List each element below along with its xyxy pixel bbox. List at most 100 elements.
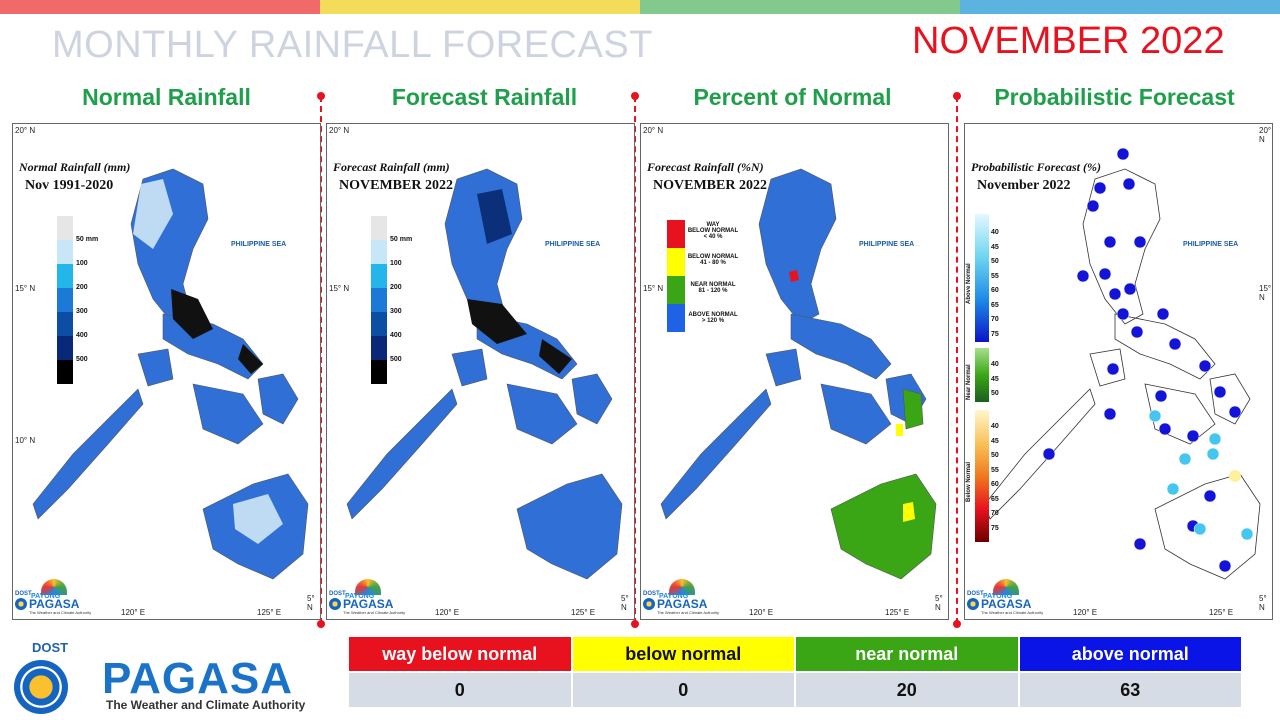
badge-payong: PAYONG: [983, 593, 1013, 600]
forecast-rainfall-map: Forecast Rainfall (mm) NOVEMBER 2022 PHI…: [326, 123, 635, 620]
samar-shape: [257, 373, 299, 425]
coord-label: 15° N: [329, 284, 350, 293]
legend-swatch-below: [667, 248, 685, 276]
map-period: NOVEMBER 2022: [339, 178, 453, 193]
logo-name: PAGASA: [102, 654, 293, 703]
pagasa-emblem-icon: [14, 660, 68, 714]
summary-value-below: 0: [570, 671, 796, 709]
badge-tagline: The Weather and Climate Authority: [343, 610, 406, 615]
pagasa-badge: PAYONG DOST PAGASA The Weather and Clima…: [967, 579, 1045, 615]
pagasa-badge: PAYONG DOST PAGASA The Weather and Clima…: [643, 579, 721, 615]
top-bar-blue: [960, 0, 1280, 14]
badge-name: PAGASA: [29, 597, 80, 611]
legend-label: 200: [390, 284, 402, 291]
coord-label: 5° N: [621, 594, 629, 612]
coord-label: 125° E: [571, 608, 596, 617]
legend-label: 50 mm: [390, 236, 413, 243]
month-title: NOVEMBER 2022: [912, 20, 1225, 62]
legend-group-title: Above Normal: [966, 263, 972, 304]
summary-label-above: above normal: [1017, 635, 1243, 673]
coord-label: 15° N: [643, 284, 664, 293]
coord-label: 120° E: [1073, 608, 1098, 617]
philippines-map: [660, 168, 937, 580]
summary-value-row: 0 0 20 63: [347, 671, 1243, 709]
legend-group-title: Below Normal: [966, 461, 972, 502]
pagasa-logo: DOST PAGASA The Weather and Climate Auth…: [10, 640, 310, 716]
umbrella-icon: [41, 579, 67, 595]
rain-legend-bar: [371, 216, 387, 384]
badge-name: PAGASA: [657, 597, 708, 611]
legend-swatch-near: [667, 276, 685, 304]
badge-dost: DOST: [15, 591, 32, 597]
badge-dost: DOST: [643, 591, 660, 597]
coord-label: 120° E: [749, 608, 774, 617]
umbrella-icon: [355, 579, 381, 595]
summary-header-row: way below normal below normal near norma…: [347, 635, 1243, 673]
prob-legend-below: [975, 410, 989, 542]
legend-label: 300: [76, 308, 88, 315]
map-caption: Probabilistic Forecast (%): [971, 160, 1101, 174]
map-caption: Forecast Rainfall (mm): [333, 160, 450, 174]
coord-label: 120° E: [435, 608, 460, 617]
coord-label: 120° E: [121, 608, 146, 617]
mindoro-shape: [137, 348, 174, 387]
legend-label: WAY BELOW NORMAL < 40 %: [687, 222, 739, 240]
badge-tagline: The Weather and Climate Authority: [657, 610, 720, 615]
coord-label: 15° N: [15, 284, 36, 293]
legend-group-title: Near Normal: [966, 364, 972, 400]
legend-label: 50 mm: [76, 236, 99, 243]
percent-of-normal-map: Forecast Rainfall (%N) NOVEMBER 2022 PHI…: [640, 123, 949, 620]
logo-dost: DOST: [32, 640, 69, 655]
sea-label: PHILIPPINE SEA: [859, 241, 915, 248]
sea-label: PHILIPPINE SEA: [1183, 241, 1239, 248]
badge-name: PAGASA: [343, 597, 394, 611]
umbrella-icon: [993, 579, 1019, 595]
sea-label: PHILIPPINE SEA: [545, 241, 601, 248]
visayas-shape: [192, 383, 264, 445]
map-period: Nov 1991-2020: [25, 178, 114, 193]
pagasa-emblem-icon: [643, 598, 655, 610]
map-caption: Forecast Rainfall (%N): [647, 160, 764, 174]
pagasa-emblem-icon: [15, 598, 27, 610]
legend-label: 300: [390, 308, 402, 315]
top-bar-green: [640, 0, 960, 14]
coord-label: 20° N: [1259, 126, 1272, 144]
logo-tagline: The Weather and Climate Authority: [106, 698, 306, 712]
badge-tagline: The Weather and Climate Authority: [29, 610, 92, 615]
pagasa-badge: PAYONG DOST PAGASA The Weather and Clima…: [329, 579, 407, 615]
page-title: MONTHLY RAINFALL FORECAST: [52, 24, 653, 66]
coord-label: 20° N: [329, 126, 350, 135]
philippines-map: [984, 147, 1261, 580]
map-period: November 2022: [977, 178, 1071, 193]
badge-payong: PAYONG: [31, 593, 61, 600]
legend-label: 400: [76, 332, 88, 339]
badge-payong: PAYONG: [345, 593, 375, 600]
coord-label: 15° N: [1259, 284, 1272, 302]
summary-label-below: below normal: [570, 635, 796, 673]
legend-label: 400: [390, 332, 402, 339]
summary-value-above: 63: [1017, 671, 1243, 709]
sea-label: PHILIPPINE SEA: [231, 241, 287, 248]
panel-title-forecast: Forecast Rainfall: [391, 84, 578, 110]
rain-legend-bar: [57, 216, 73, 384]
legend-labels: 40 45 50 55 60 65 70 75: [991, 229, 999, 338]
panel-divider: [953, 92, 961, 628]
legend-label: 500: [390, 356, 402, 363]
panel-divider: [631, 92, 639, 628]
panel-title-normal: Normal Rainfall: [82, 84, 251, 110]
panel-title-probabilistic: Probabilistic Forecast: [994, 84, 1235, 110]
palawan-shape: [32, 388, 144, 520]
philippines-map: [346, 168, 623, 580]
panel-title-percent: Percent of Normal: [693, 84, 892, 110]
coord-label: 5° N: [307, 594, 315, 612]
legend-swatch-above: [667, 304, 685, 332]
legend-labels: 40 45 50: [991, 361, 999, 397]
summary-table: way below normal below normal near norma…: [347, 635, 1243, 709]
legend-label: 200: [76, 284, 88, 291]
legend-label: 100: [390, 260, 402, 267]
legend-swatch-way-below: [667, 220, 685, 248]
panel-divider: [317, 92, 325, 628]
legend-label: NEAR NORMAL 81 - 120 %: [690, 282, 736, 294]
coord-label: 125° E: [885, 608, 910, 617]
map-caption: Normal Rainfall (mm): [19, 160, 131, 174]
